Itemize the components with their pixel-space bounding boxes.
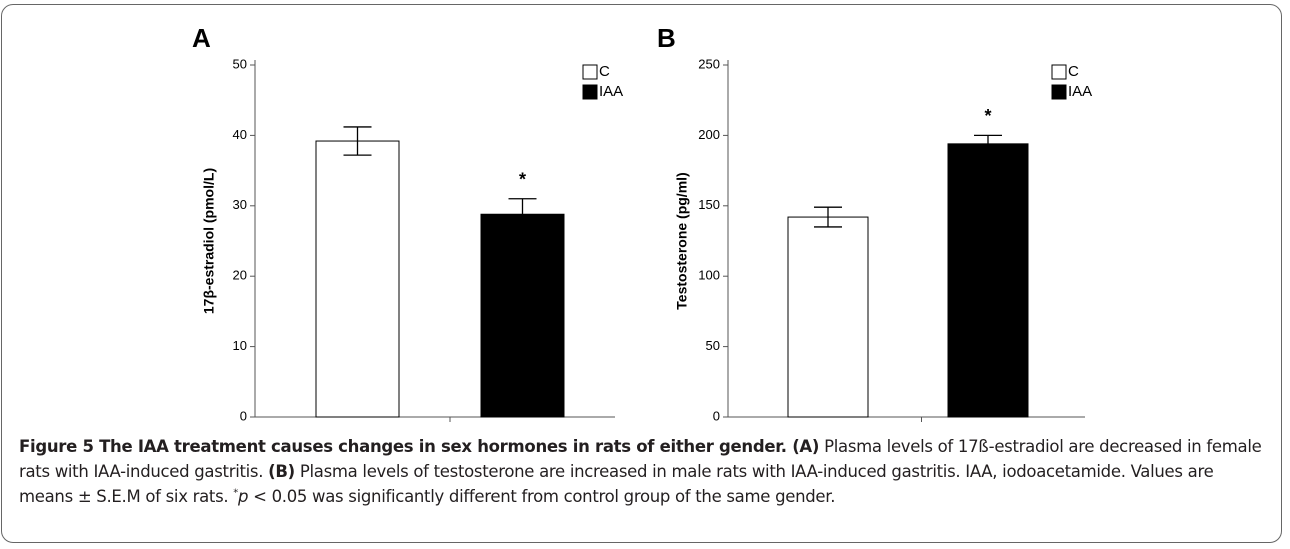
legend-label: C	[1068, 63, 1079, 80]
error-bar	[343, 126, 372, 156]
caption-segment: *	[233, 487, 238, 499]
legend-label: IAA	[1068, 83, 1092, 100]
legend-swatch	[582, 64, 598, 80]
caption: Figure 5 The IAA treatment causes change…	[19, 434, 1269, 509]
error-bar	[814, 206, 842, 228]
caption-segment: Figure 5 The IAA treatment causes change…	[19, 437, 793, 456]
caption-segment: Plasma levels of testosterone are increa…	[19, 462, 1214, 506]
figure: A 17β-estradiol (pmol/L) 0 10 20 30 40 50 C IAA * B…	[192, 23, 1092, 424]
caption-segment: Plasma levels of 17ß-estradiol are decre…	[19, 437, 1262, 481]
y-tick-label: 40	[233, 127, 247, 142]
y-tick-label: 50	[233, 56, 247, 71]
y-axis-label: 17β-estradiol (pmol/L)	[201, 168, 217, 314]
panel-label: B	[657, 23, 676, 53]
y-tick-label: 100	[698, 268, 720, 283]
y-axis-label: Testosterone (pg/ml)	[674, 172, 690, 309]
y-tick-label: 200	[698, 127, 720, 142]
legend-swatch	[582, 84, 598, 100]
y-tick-label: 30	[233, 197, 247, 212]
figure-frame	[1, 4, 1282, 543]
bar	[315, 140, 400, 418]
panel-label: A	[192, 23, 211, 53]
y-tick-label: 150	[698, 197, 720, 212]
annotation: *	[519, 170, 526, 190]
legend-swatch	[1051, 84, 1067, 100]
caption-segment: < 0.05 was significantly different from …	[248, 487, 836, 506]
y-tick-label: 20	[233, 268, 247, 283]
annotation: *	[984, 106, 991, 126]
legend-label: C	[599, 63, 610, 80]
caption-segment: p	[237, 487, 249, 506]
bar	[480, 213, 565, 418]
error-bar	[974, 134, 1002, 153]
error-bar	[508, 198, 537, 231]
bar	[787, 216, 869, 418]
y-tick-label: 10	[233, 338, 247, 353]
y-tick-label: 250	[698, 56, 720, 71]
y-tick-label: 50	[706, 338, 720, 353]
y-tick-label: 0	[240, 408, 247, 423]
legend-label: IAA	[599, 83, 623, 100]
caption-segment: (A)	[792, 437, 820, 456]
legend-swatch	[1051, 64, 1067, 80]
caption-segment: (B)	[268, 462, 295, 481]
bar	[947, 143, 1029, 418]
y-tick-label: 0	[713, 408, 720, 423]
